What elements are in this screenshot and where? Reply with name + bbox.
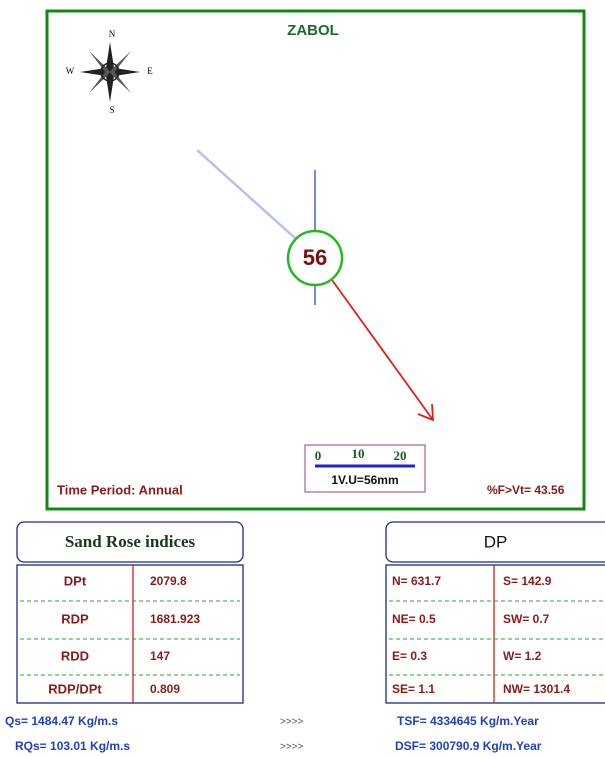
- cell: RDP: [61, 611, 89, 626]
- cell: E= 0.3: [392, 649, 427, 663]
- cell: 1681.923: [150, 612, 200, 626]
- cell: NE= 0.5: [392, 612, 436, 626]
- compass-e: E: [147, 66, 153, 76]
- compass-w: W: [66, 66, 75, 76]
- panel-table: [16, 564, 244, 704]
- compass-n: N: [109, 29, 116, 39]
- cell: 147: [150, 649, 170, 663]
- panel-title: Sand Rose indices: [65, 532, 196, 551]
- panel-header: [16, 521, 244, 563]
- percent-f: %F>Vt= 43.56: [487, 483, 565, 497]
- arrow-head: [417, 403, 434, 422]
- cell: RDD: [61, 648, 89, 663]
- cell: 0.809: [150, 682, 180, 696]
- cell: N= 631.7: [392, 574, 441, 588]
- scale-unit: 1V.U=56mm: [331, 473, 398, 487]
- scale-tick: 0: [315, 448, 322, 463]
- compass-s: S: [109, 105, 114, 115]
- footer-text: >>>>: [280, 717, 304, 728]
- cell: 2079.8: [150, 574, 187, 588]
- scale-box: [304, 444, 426, 493]
- cell: RDP/DPt: [48, 681, 102, 696]
- cell: SW= 0.7: [503, 612, 550, 626]
- cell: NW= 1301.4: [503, 682, 570, 696]
- panel-title: DP: [484, 532, 508, 551]
- center-label: 56: [303, 245, 327, 270]
- cell: SE= 1.1: [392, 682, 435, 696]
- center-circle: [286, 229, 344, 287]
- cell: S= 142.9: [503, 574, 552, 588]
- resultant-arrow: [331, 279, 434, 421]
- panel-header: [385, 521, 605, 563]
- cell: DPt: [64, 573, 87, 588]
- footer-text: DSF= 300790.9 Kg/m.Year: [395, 739, 542, 753]
- footer-text: RQs= 103.01 Kg/m.s: [15, 739, 130, 753]
- cell: W= 1.2: [503, 649, 542, 663]
- scale-tick: 20: [394, 448, 407, 463]
- scale-tick: 10: [352, 446, 365, 461]
- time-period: Time Period: Annual: [57, 482, 183, 497]
- rose-arm-nw: [196, 149, 297, 240]
- footer-text: Qs= 1484.47 Kg/m.s: [5, 714, 118, 728]
- footer-text: >>>>: [280, 742, 304, 753]
- title: ZABOL: [287, 22, 339, 39]
- footer-text: TSF= 4334645 Kg/m.Year: [397, 714, 539, 728]
- panel-table: [385, 564, 605, 704]
- compass: [80, 42, 140, 102]
